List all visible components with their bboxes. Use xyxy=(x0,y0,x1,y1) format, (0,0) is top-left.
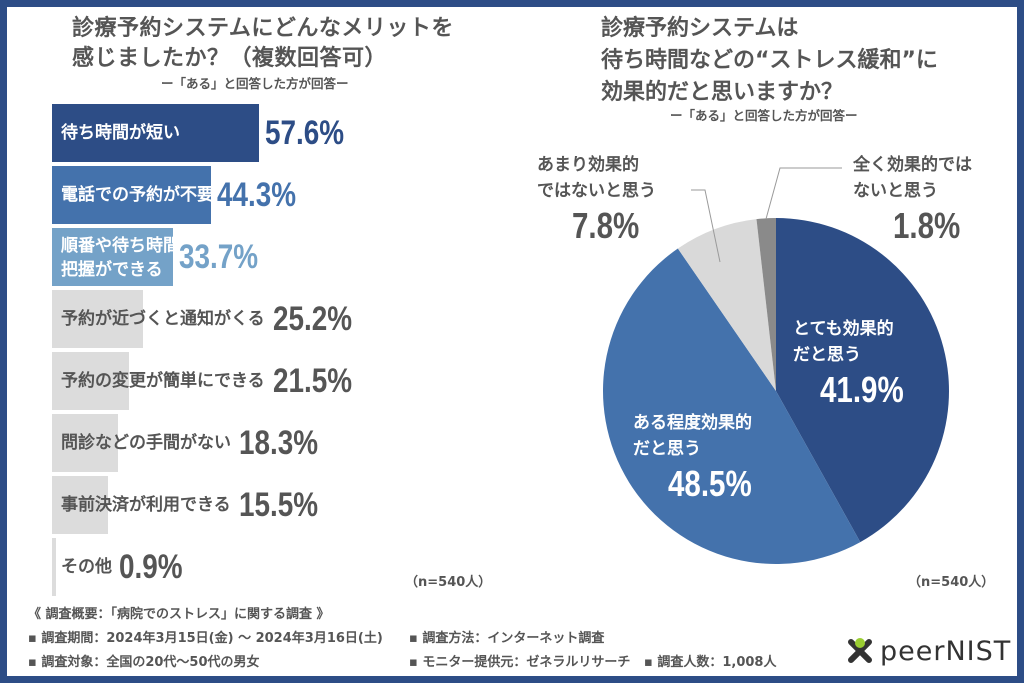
bar-category-label: 問診などの手間がない xyxy=(61,414,231,472)
pie-slice-label-line: ではないと思う xyxy=(537,181,656,201)
bar-category-label-line: 待ち時間が短い xyxy=(61,123,180,143)
bar-value-label: 33.7% xyxy=(179,238,259,276)
left-chart-subtitle: ー「ある」と回答した方が回答ー xyxy=(161,76,349,91)
survey-respondent-count: ▪ 調査人数：1,008人 xyxy=(644,655,777,670)
right-sample-size-note: （n=540人） xyxy=(908,575,995,590)
bar-category-label-line: 予約の変更が簡単にできる xyxy=(61,371,265,391)
pie-slice-label-line: 全く効果的では xyxy=(853,155,972,175)
bar xyxy=(52,228,174,286)
bar-value-label: 44.3% xyxy=(217,176,297,214)
bar xyxy=(52,290,143,348)
bar xyxy=(52,538,56,596)
survey-target: ▪ 調査対象：全国の20代〜50代の男女 xyxy=(28,655,260,670)
bar-category-label-line: 問診などの手間がない xyxy=(61,433,231,453)
survey-period: ▪ 調査期間：2024年3月15日(金) 〜 2024年3月16日(土) xyxy=(28,631,383,646)
right-chart-title-line2: 待ち時間などの“ストレス緩和”に xyxy=(601,48,938,73)
pie-slice-label-line: あまり効果的 xyxy=(537,155,639,175)
bar-category-label: 順番や待ち時間の 把握ができる xyxy=(61,234,197,282)
pie-slice-value: 41.9% xyxy=(820,369,904,410)
survey-overview-heading: 《 調査概要：「病院でのストレス」に関する調査 》 xyxy=(28,607,330,622)
pie-leader-line xyxy=(765,167,842,220)
peernist-logo: peerNIST xyxy=(846,635,1011,667)
pie-slice-label-line: ないと思う xyxy=(853,181,938,201)
bar xyxy=(52,476,108,534)
bar xyxy=(52,166,212,224)
bar-value-label: 15.5% xyxy=(239,486,319,524)
bar xyxy=(52,104,260,162)
bar-value-label: 18.3% xyxy=(239,424,319,462)
pie-slice xyxy=(603,248,861,564)
bar-category-label: その他 xyxy=(61,538,112,596)
peernist-x-logo-icon xyxy=(848,638,872,663)
pie-slice-label-line: だと思う xyxy=(793,345,861,365)
bar xyxy=(52,352,130,410)
pie-slice-label-line: ある程度効果的 xyxy=(633,413,752,433)
bar-category-label-line: 事前決済が利用できる xyxy=(61,495,231,515)
pie-slice-label: とても効果的 だと思う 41.9% xyxy=(793,316,922,412)
pie-slice xyxy=(756,218,776,391)
bar-category-label: 予約が近づくと通知がくる xyxy=(61,290,265,348)
pie-slice xyxy=(677,219,776,391)
survey-method: ▪ 調査方法：インターネット調査 xyxy=(409,631,605,646)
pie-slice-label: ある程度効果的 だと思う 48.5% xyxy=(633,410,770,506)
bar-category-label-line: 順番や待ち時間の xyxy=(61,236,197,256)
bar-category-label-line: 把握ができる xyxy=(61,260,163,280)
bar-category-label: 事前決済が利用できる xyxy=(61,476,231,534)
bar-value-label: 0.9% xyxy=(118,548,183,586)
bar-category-label: 待ち時間が短い xyxy=(61,104,180,162)
bar-value-label: 21.5% xyxy=(273,362,353,400)
pie-slice-value: 7.8% xyxy=(572,205,640,246)
logo-wordmark: peerNIST xyxy=(880,635,1012,667)
bar-value-label: 25.2% xyxy=(273,300,353,338)
pie-slice-label: あまり効果的 ではないと思う 7.8% xyxy=(537,152,656,248)
left-chart-title-line1: 診療予約システムにどんなメリットを xyxy=(72,16,454,41)
bar xyxy=(52,414,118,472)
pie-slice-value: 48.5% xyxy=(668,463,752,504)
bar-category-label-line: 予約が近づくと通知がくる xyxy=(61,309,265,329)
bar-category-label: 予約の変更が簡単にできる xyxy=(61,352,265,410)
bar-category-label: 電話での予約が不要 xyxy=(61,166,214,224)
right-chart-subtitle: ー「ある」と回答した方が回答ー xyxy=(670,108,858,123)
pie-slice-value: 1.8% xyxy=(893,205,961,246)
pie-slice xyxy=(776,218,949,543)
bar-category-label-line: その他 xyxy=(61,557,112,577)
left-sample-size-note: （n=540人） xyxy=(405,575,492,590)
pie-slice-label: 全く効果的では ないと思う 1.8% xyxy=(853,152,975,248)
bar-value-label: 57.6% xyxy=(265,114,345,152)
right-chart-title-line3: 効果的だと思いますか？ xyxy=(601,80,844,105)
left-chart-title-line2: 感じましたか？（複数回答可） xyxy=(72,46,388,71)
pie-slice-label-line: とても効果的 xyxy=(793,319,894,339)
monitor-provider: ▪ モニター提供元：ゼネラルリサーチ xyxy=(409,655,631,670)
pie-slice-label-line: だと思う xyxy=(633,439,701,459)
right-chart-title-line1: 診療予約システムは xyxy=(601,16,799,41)
pie-leader-line xyxy=(691,189,721,263)
bar-category-label-line: 電話での予約が不要 xyxy=(61,185,214,205)
